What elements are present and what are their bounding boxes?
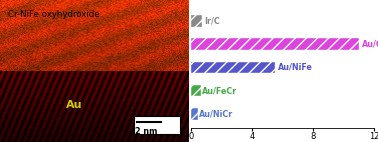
Text: Cr-NiFe oxyhydroxide: Cr-NiFe oxyhydroxide	[8, 10, 99, 19]
Text: Au/NiCr: Au/NiCr	[199, 109, 234, 118]
Bar	[191, 38, 359, 50]
Bar	[191, 62, 275, 73]
Text: 2 nm: 2 nm	[135, 127, 157, 135]
Text: Au: Au	[67, 100, 83, 110]
Text: Au/NiFe: Au/NiFe	[278, 63, 313, 72]
Text: Au/Cr-NiFe: Au/Cr-NiFe	[362, 40, 378, 49]
Bar	[191, 85, 201, 96]
Bar	[191, 15, 202, 27]
Bar	[191, 108, 198, 120]
Bar	[134, 116, 180, 134]
Text: Au/FeCr: Au/FeCr	[202, 86, 238, 95]
Text: Ir/C: Ir/C	[204, 16, 220, 26]
